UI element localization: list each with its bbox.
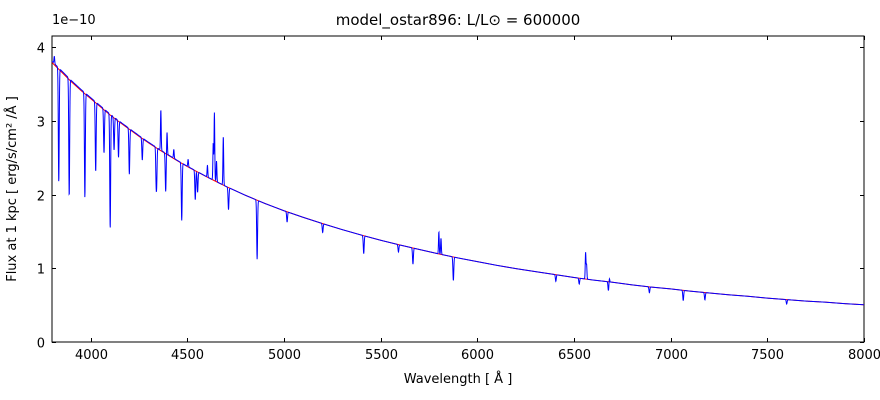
page-title: model_ostar896: L/L⊙ = 600000: [336, 11, 581, 30]
axes-frame: [51, 35, 865, 343]
x-tick-label: 4500: [171, 348, 204, 363]
synthetic-spectrum-series: [51, 56, 865, 306]
y-tick-label: 2: [37, 190, 45, 205]
y-axis-offset-label: 1e−10: [52, 13, 96, 28]
y-tick-label: 1: [37, 263, 45, 278]
x-tick-label: 5000: [268, 348, 301, 363]
x-tick-label: 6000: [461, 348, 494, 363]
y-tick-label: 0: [37, 337, 45, 352]
x-axis-label: Wavelength [ Å ]: [404, 371, 513, 387]
x-tick-label: 8000: [848, 348, 880, 363]
x-tick-label: 4000: [75, 348, 108, 363]
x-tick-label: 7000: [655, 348, 688, 363]
y-tick-label: 3: [37, 116, 45, 131]
y-axis-label: Flux at 1 kpc [ erg/s/cm² /Å ]: [4, 96, 20, 282]
data-series-group: [51, 56, 865, 306]
tick-labels-group: 4000 4500 5000 5500 6000 6500 7000 7500 8000 0 1 2 3…: [37, 42, 880, 364]
plot-background: [52, 36, 864, 342]
y-tick-label: 4: [37, 42, 45, 57]
x-tick-label: 7500: [751, 348, 784, 363]
x-tick-label: 5500: [365, 348, 398, 363]
tick-marks-group: [52, 36, 865, 343]
x-tick-label: 6500: [558, 348, 591, 363]
